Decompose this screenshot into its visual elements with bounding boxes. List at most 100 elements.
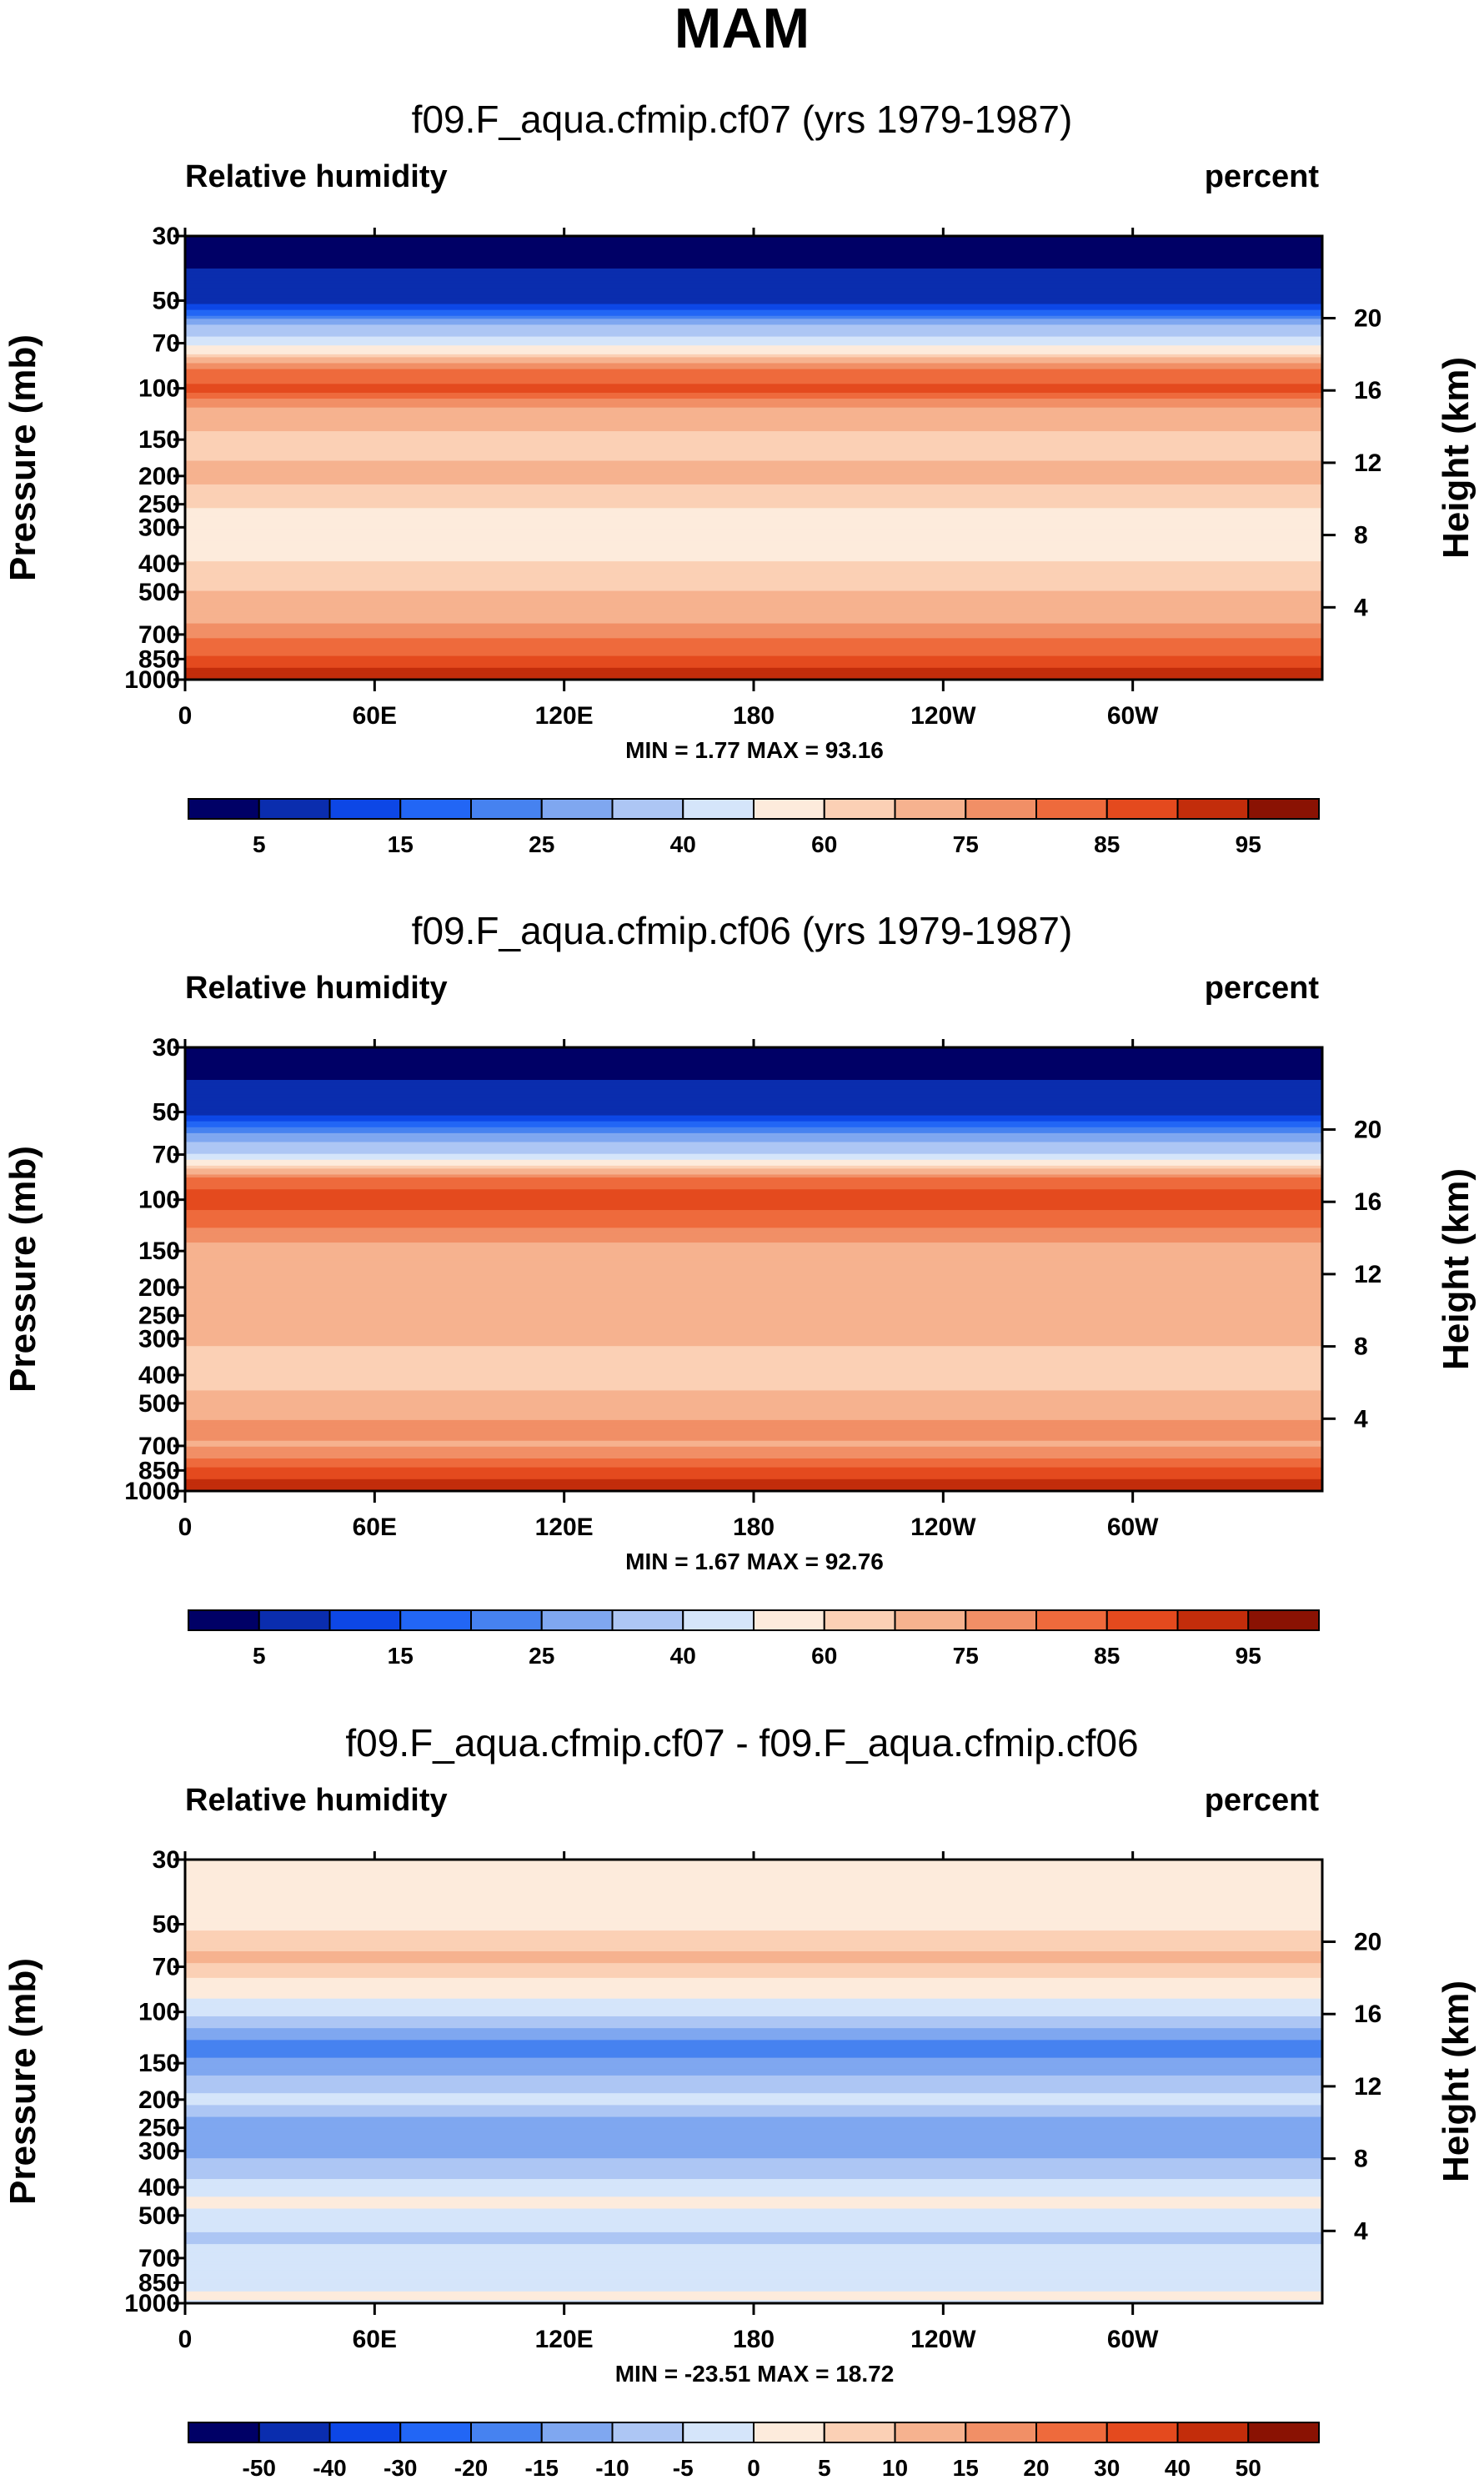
contour-band (185, 1936, 1322, 1940)
contour-band (185, 244, 1322, 249)
colorbar-swatch (682, 2422, 755, 2443)
contour-band (185, 313, 1322, 317)
colorbar-swatch (1105, 798, 1179, 820)
colorbar-swatch (540, 798, 614, 820)
contour-band (185, 2013, 1322, 2017)
y-tick-label: 500 (138, 579, 180, 606)
contour-band (185, 431, 1322, 435)
contour-band (185, 363, 1322, 367)
colorbar-swatch (188, 2422, 260, 2443)
contour-band (185, 1195, 1322, 1199)
contour-band (185, 2202, 1322, 2206)
contour-band (185, 2250, 1322, 2254)
contour-band (185, 1948, 1322, 1952)
contour-band (185, 510, 1322, 515)
contour-band (185, 319, 1322, 323)
contour-band (185, 516, 1322, 521)
contour-band (185, 1293, 1322, 1297)
contour-band (185, 1384, 1322, 1388)
contour-band (185, 1898, 1322, 1902)
contour-band (185, 2247, 1322, 2251)
contour-band (185, 2179, 1322, 2183)
height-tick-label: 4 (1354, 594, 1368, 621)
contour-band (185, 416, 1322, 420)
contour-band (185, 499, 1322, 503)
contour-band (185, 2116, 1322, 2121)
contour-band (185, 1340, 1322, 1344)
contour-band (185, 1482, 1322, 1486)
contour-band (185, 1434, 1322, 1438)
contour-band (185, 2066, 1322, 2071)
contour-band (185, 2229, 1322, 2233)
contour-band (185, 1251, 1322, 1255)
contour-band (185, 2282, 1322, 2287)
contour-band (185, 1171, 1322, 1176)
contour-band (185, 555, 1322, 560)
y-tick-label: 1000 (124, 1478, 180, 1505)
contour-band (185, 646, 1322, 651)
contour-band (185, 2111, 1322, 2115)
contour-band (185, 1396, 1322, 1400)
contour-band (185, 558, 1322, 562)
contour-band (185, 2172, 1322, 2177)
contour-band (185, 445, 1322, 449)
y-tick-label: 700 (138, 621, 180, 649)
contour-band (185, 2181, 1322, 2186)
colorbar-swatch (965, 2422, 1037, 2443)
colorbar-swatch (753, 798, 825, 820)
y-tick-label: 100 (138, 1999, 180, 2026)
contour-band (185, 2007, 1322, 2011)
contour-band (185, 2061, 1322, 2065)
contour-band (185, 661, 1322, 665)
contour-band (185, 348, 1322, 352)
contour-band (185, 1933, 1322, 1937)
colorbar-swatch (965, 1609, 1037, 1631)
colorbar-swatch (258, 2422, 331, 2443)
y-tick-label: 500 (138, 2202, 180, 2230)
height-tick-label: 8 (1354, 1333, 1368, 1361)
contour-band (185, 2226, 1322, 2230)
contour-band (185, 1097, 1322, 1102)
contour-band (185, 1189, 1322, 1193)
contour-band (185, 1348, 1322, 1353)
contour-band (185, 600, 1322, 604)
contour-band (185, 1954, 1322, 1958)
contour-band (185, 2187, 1322, 2191)
contour-band (185, 1337, 1322, 1341)
contour-band (185, 1248, 1322, 1253)
y-tick-label: 400 (138, 550, 180, 578)
contour-band (185, 1942, 1322, 1946)
contour-band (185, 351, 1322, 355)
y-tick-label: 50 (153, 1099, 180, 1127)
contour-band (185, 309, 1322, 314)
y-tick-label: 850 (138, 2269, 180, 2297)
colorbar-swatch (1035, 1609, 1108, 1631)
contour-band (185, 596, 1322, 600)
contour-band (185, 2134, 1322, 2138)
x-tick-label: 60E (353, 2326, 397, 2353)
y-tick-label: 30 (153, 223, 180, 250)
contour-band (185, 2161, 1322, 2165)
contour-band (185, 437, 1322, 441)
contour-band (185, 2072, 1322, 2076)
contour-band (185, 2288, 1322, 2292)
contour-band (185, 1062, 1322, 1066)
contour-band (185, 2040, 1322, 2044)
contour-band (185, 1352, 1322, 1356)
contour-band (185, 1283, 1322, 1288)
contour-band (185, 1411, 1322, 1415)
contour-band (185, 2048, 1322, 2053)
y-tick-label: 700 (138, 1433, 180, 1460)
contour-band (185, 1266, 1322, 1270)
contour-band (185, 1868, 1322, 1872)
contour-band (185, 1168, 1322, 1172)
contour-band (185, 1145, 1322, 1149)
x-tick-label: 60E (353, 1514, 397, 1541)
contour-band (185, 1378, 1322, 1383)
contour-band (185, 1077, 1322, 1081)
variable-label: Relative humidity (185, 159, 448, 194)
contour-band (185, 1183, 1322, 1187)
contour-band (185, 2120, 1322, 2124)
x-tick-label: 120E (535, 1514, 594, 1541)
contour-band (185, 372, 1322, 376)
